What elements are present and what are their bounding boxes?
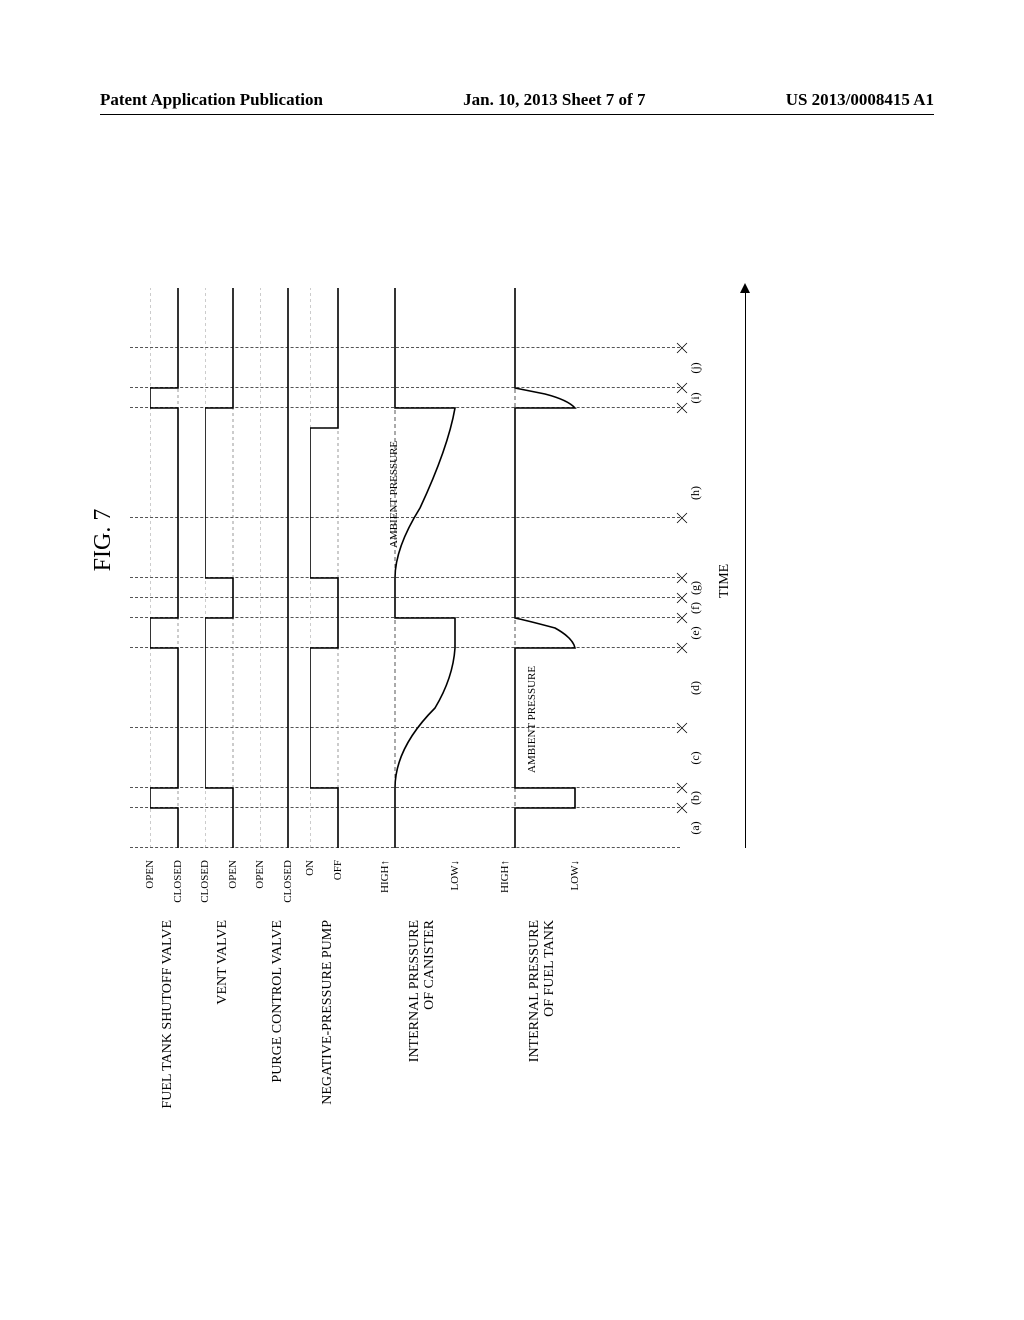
segment-label: (b) <box>688 791 703 805</box>
state-label-high: HIGH↑ <box>379 860 391 915</box>
segment-label: (i) <box>688 392 703 403</box>
ambient-pressure-label: AMBIENT PRESSURE <box>388 441 400 548</box>
signal-label: PURGE CONTROL VALVE <box>270 920 285 1145</box>
segment-tick-icon <box>676 342 690 354</box>
signal-trace <box>205 288 240 848</box>
segment-tick-icon <box>676 402 690 414</box>
segment-tick-icon <box>676 512 690 524</box>
state-label-low: LOW↓ <box>569 860 581 915</box>
time-axis-line <box>745 288 746 848</box>
state-label-low: CLOSED <box>172 860 184 915</box>
signal-label: INTERNAL PRESSUREOF CANISTER <box>407 920 438 1145</box>
segment-label: (e) <box>688 626 703 639</box>
segment-label: (j) <box>688 362 703 373</box>
ambient-pressure-label: AMBIENT PRESSURE <box>526 666 538 773</box>
time-axis-arrow-icon <box>740 283 750 293</box>
segment-label: (h) <box>688 486 703 500</box>
state-label-low: OPEN <box>227 860 239 915</box>
signal-label: FUEL TANK SHUTOFF VALVE <box>160 920 175 1145</box>
state-label-high: CLOSED <box>199 860 211 915</box>
signal-trace: AMBIENT PRESSURE <box>500 288 585 848</box>
state-label-high: HIGH↑ <box>499 860 511 915</box>
signal-trace <box>150 288 185 848</box>
segment-label: (c) <box>688 751 703 764</box>
segment-tick-icon <box>676 642 690 654</box>
state-label-high: OPEN <box>144 860 156 915</box>
segment-tick-icon <box>676 722 690 734</box>
page-header: Patent Application Publication Jan. 10, … <box>100 90 934 115</box>
chart-area: AMBIENT PRESSURE AMBIENT PRESSURE <box>130 288 680 848</box>
header-left: Patent Application Publication <box>100 90 323 110</box>
time-axis-label: TIME <box>717 564 733 598</box>
timing-diagram: FIG. 7 FUEL TANK SHUTOFF VALVEVENT VALVE… <box>130 170 770 910</box>
signal-trace: AMBIENT PRESSURE <box>380 288 465 848</box>
state-label-low: LOW↓ <box>449 860 461 915</box>
state-label-low: OFF <box>332 860 344 915</box>
page: Patent Application Publication Jan. 10, … <box>0 0 1024 1320</box>
signal-labels: FUEL TANK SHUTOFF VALVE VENT VALVE PURGE C… <box>130 920 770 1145</box>
segment-label: (d) <box>688 681 703 695</box>
state-label-high: ON <box>304 860 316 915</box>
state-label-high: OPEN <box>254 860 266 915</box>
segment-labels: (a) (b) (c) (d) (e) (f) (g) (h) (i) (j) <box>688 288 718 848</box>
segment-label: (g) <box>688 581 703 595</box>
time-axis: TIME <box>735 268 765 848</box>
signal-label: NEGATIVE-PRESSURE PUMP <box>320 920 335 1145</box>
state-label-low: CLOSED <box>282 860 294 915</box>
signal-label: INTERNAL PRESSUREOF FUEL TANK <box>527 920 558 1145</box>
signal-trace <box>260 288 295 848</box>
signal-label: VENT VALVE <box>215 920 230 1145</box>
figure-title: FIG. 7 <box>90 509 117 572</box>
header-center: Jan. 10, 2013 Sheet 7 of 7 <box>463 90 645 110</box>
segment-label: (f) <box>688 602 703 614</box>
segment-label: (a) <box>688 821 703 834</box>
signal-trace <box>310 288 345 848</box>
header-right: US 2013/0008415 A1 <box>786 90 934 110</box>
